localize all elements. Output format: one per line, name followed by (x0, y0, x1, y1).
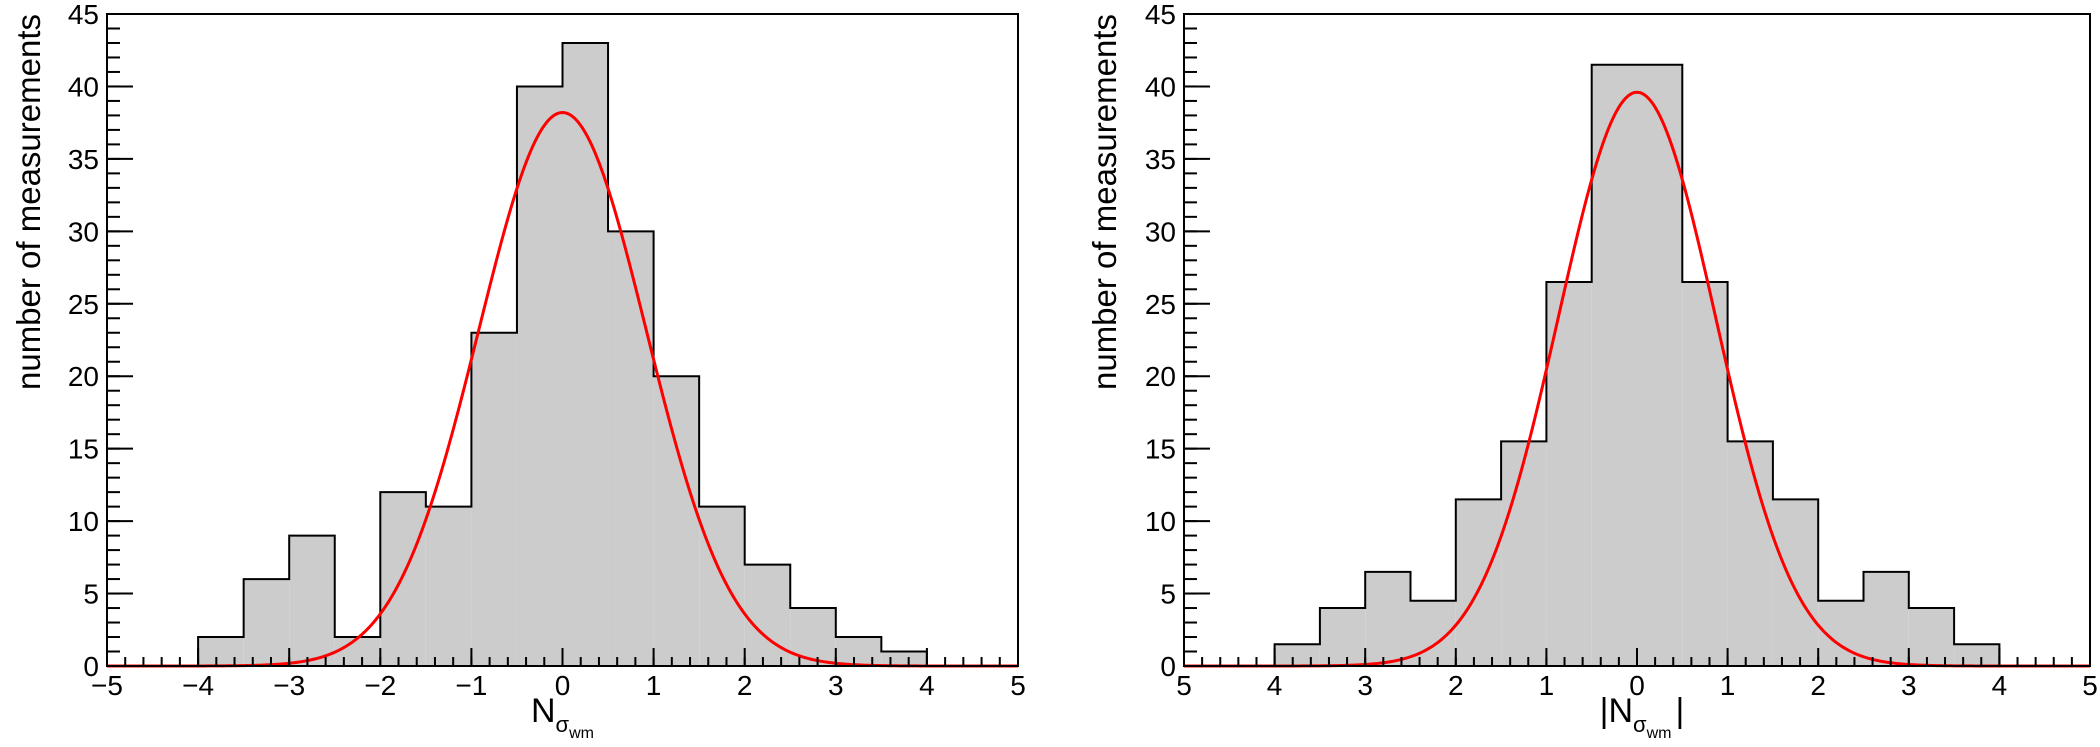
histogram-bar (1727, 441, 1773, 666)
histogram-bar (1908, 608, 1955, 666)
y-tick-label: 45 (68, 0, 99, 30)
histogram-bar (425, 506, 472, 666)
y-tick-label: 0 (1160, 651, 1176, 682)
y-tick-label: 5 (83, 579, 99, 610)
histogram-bar (1455, 499, 1502, 666)
histogram-bar (699, 506, 745, 666)
y-tick-label: 10 (68, 506, 99, 537)
x-tick-labels: −5 −4 −3 −2 −1 0 1 2 3 4 5 (91, 670, 1026, 701)
y-tick-label: 40 (68, 71, 99, 102)
y-tick-label: 40 (1145, 71, 1176, 102)
x-label-base: N (1608, 692, 1633, 730)
y-tick-label: 10 (1145, 506, 1176, 537)
x-tick-label: 1 (1539, 670, 1555, 701)
histogram-bar (1546, 282, 1592, 666)
histogram-bar (1591, 64, 1637, 666)
x-tick-label: −4 (182, 670, 214, 701)
x-tick-label: 5 (2082, 670, 2098, 701)
histogram-bar (790, 608, 836, 666)
histogram-bar (1637, 64, 1683, 666)
histogram-bar (835, 637, 882, 666)
x-tick-label: 2 (737, 670, 753, 701)
histogram-bar (1863, 571, 1909, 666)
axis-ticks (1183, 13, 2091, 667)
y-tick-label: 30 (68, 216, 99, 247)
histogram-bar (289, 535, 335, 666)
y-tick-label: 35 (1145, 144, 1176, 175)
x-tick-label: 0 (555, 670, 571, 701)
histogram-bar (334, 637, 381, 666)
histogram-bar (471, 332, 517, 666)
x-label-prefix: | (1600, 692, 1609, 730)
y-tick-label: 15 (1145, 434, 1176, 465)
x-tick-label: 5 (1010, 670, 1026, 701)
histogram-bar (744, 564, 791, 666)
x-tick-label: 3 (1901, 670, 1917, 701)
x-tick-label: 4 (1267, 670, 1283, 701)
histogram-bar (1501, 441, 1547, 666)
histogram-bar (562, 42, 609, 666)
histogram-bar (1319, 608, 1366, 666)
x-tick-label: 4 (919, 670, 935, 701)
x-label-sub: σ (1633, 712, 1647, 737)
x-label-base: N (531, 692, 556, 730)
x-label-sub: σ (556, 712, 570, 737)
histogram-outline (197, 41, 928, 666)
x-tick-label: 0 (1629, 670, 1645, 701)
x-tick-label: 1 (1720, 670, 1736, 701)
y-tick-label: 0 (83, 651, 99, 682)
histogram-bar (1365, 571, 1411, 666)
y-tick-labels: 0 5 10 15 20 25 30 35 40 45 (1145, 0, 1176, 682)
histogram-bars (198, 42, 927, 667)
x-tick-labels: 5 4 3 2 1 0 1 2 3 4 5 (1176, 670, 2098, 701)
x-tick-label: 3 (828, 670, 844, 701)
x-tick-label: −1 (455, 670, 487, 701)
histogram-bar (243, 579, 290, 666)
y-tick-label: 25 (68, 289, 99, 320)
x-tick-label: −5 (91, 670, 123, 701)
x-tick-label: −2 (364, 670, 396, 701)
histogram-bar (198, 637, 244, 666)
x-label-subsub: wm (568, 725, 594, 742)
y-tick-label: 15 (68, 434, 99, 465)
histogram-bar (608, 231, 654, 667)
x-tick-label: −3 (273, 670, 305, 701)
y-tick-label: 5 (1160, 579, 1176, 610)
x-tick-label: 2 (1448, 670, 1464, 701)
x-tick-label: 4 (1992, 670, 2008, 701)
x-tick-label: 5 (1176, 670, 1192, 701)
axis-ticks (106, 13, 1019, 667)
x-tick-label: 1 (646, 670, 662, 701)
histogram-bar (516, 86, 563, 666)
histogram-outline (1273, 63, 2001, 666)
histogram-bar (1274, 644, 1320, 666)
histogram-bar (1954, 644, 2000, 666)
y-tick-label: 35 (68, 144, 99, 175)
y-tick-label: 25 (1145, 289, 1176, 320)
x-label-subsub: wm (1646, 725, 1672, 742)
x-label-suffix: | (1676, 692, 1685, 730)
x-axis-label: Nσwm (531, 692, 594, 742)
y-tick-labels: 0 5 10 15 20 25 30 35 40 45 (68, 0, 99, 682)
x-axis-label: |Nσwm| (1600, 692, 1685, 742)
histogram-bar (881, 651, 927, 666)
y-axis-label: number of measurements (1086, 14, 1123, 390)
histogram-bar (380, 492, 426, 666)
x-tick-label: 2 (1810, 670, 1826, 701)
x-tick-label: 3 (1357, 670, 1373, 701)
y-axis-label: number of measurements (10, 14, 47, 390)
histogram-bars (1274, 64, 2000, 666)
y-tick-label: 30 (1145, 216, 1176, 247)
histogram-bar (653, 376, 700, 666)
y-tick-label: 20 (68, 361, 99, 392)
histogram-bar (1682, 282, 1728, 666)
histogram-bar (1772, 499, 1819, 666)
y-tick-label: 20 (1145, 361, 1176, 392)
y-tick-label: 45 (1145, 0, 1176, 30)
